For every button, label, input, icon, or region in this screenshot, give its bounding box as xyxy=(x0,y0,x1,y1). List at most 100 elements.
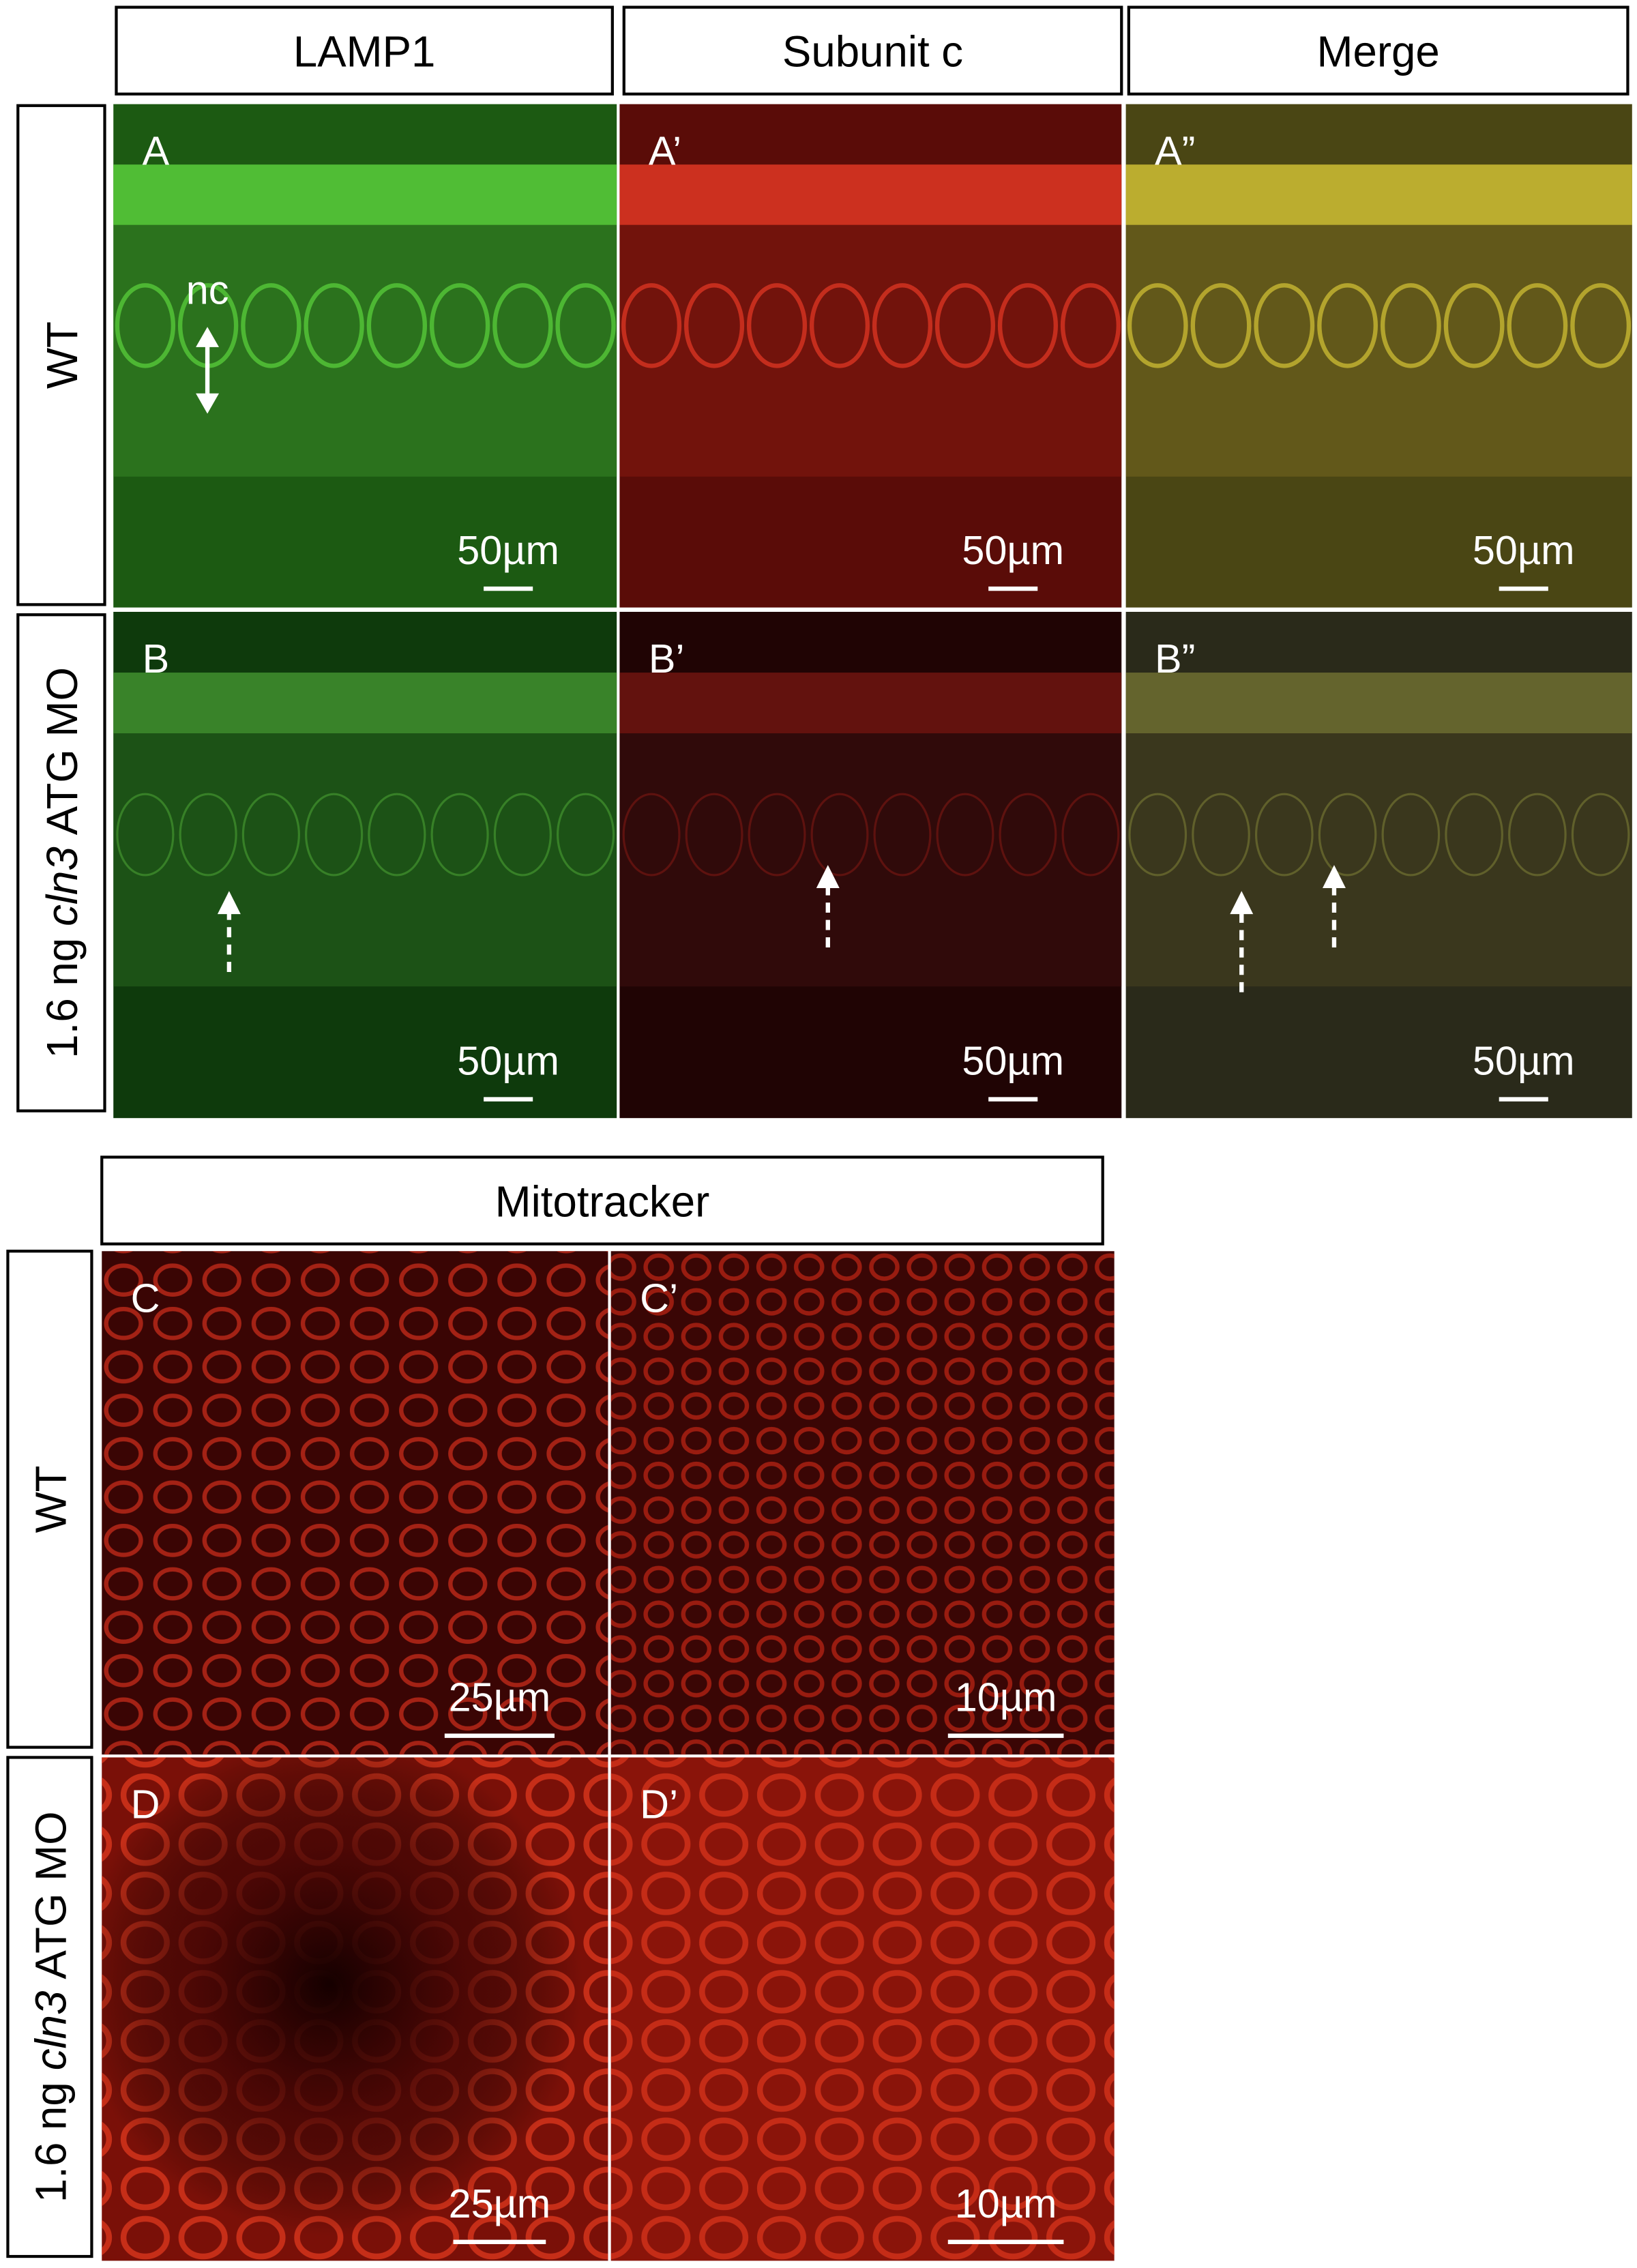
notochord-cell xyxy=(1192,793,1250,877)
notochord-cell xyxy=(873,793,932,877)
panel-label: A’ xyxy=(649,128,681,174)
tissue-band xyxy=(1125,673,1632,734)
micrograph xyxy=(610,1757,1115,2261)
row-label-part: 1.6 ng xyxy=(38,938,87,1059)
tissue-band xyxy=(619,673,1122,734)
notochord-cell xyxy=(179,793,237,877)
micrograph xyxy=(1125,611,1632,1119)
row-label: WT xyxy=(38,321,87,389)
scale-bar-label: 25µm xyxy=(449,2181,551,2226)
row-label-part: WT xyxy=(38,321,87,389)
notochord-cell xyxy=(748,793,806,877)
header-box xyxy=(100,1155,1104,1246)
column-header: Merge xyxy=(1316,28,1439,76)
notochord-cell xyxy=(241,283,301,368)
scale-bar-label: 25µm xyxy=(449,1675,551,1720)
tissue-band xyxy=(113,164,617,225)
notochord-cell xyxy=(999,793,1057,877)
notochord-cell xyxy=(116,793,175,877)
notochord-cell xyxy=(683,283,745,368)
notochord-cell xyxy=(622,793,681,877)
notochord-cell xyxy=(1128,793,1188,877)
scale-bar-label: 10µm xyxy=(955,2181,1057,2226)
panel-label: C xyxy=(131,1275,160,1321)
scale-bar-label: 50µm xyxy=(962,1038,1064,1084)
notochord-cell xyxy=(557,793,615,877)
notochord-cell xyxy=(493,793,552,877)
scale-bar-label: 10µm xyxy=(955,1675,1057,1720)
micrograph xyxy=(610,1251,1115,1755)
row-label-part: cln3 xyxy=(27,1991,75,2071)
header-box xyxy=(115,5,614,95)
notochord-cell xyxy=(746,283,808,368)
panel-label: D xyxy=(131,1782,160,1827)
micrograph xyxy=(619,611,1122,1119)
notochord-cell xyxy=(304,283,364,368)
row-label-box xyxy=(6,1250,93,1749)
row-label: 1.6 ng cln3 ATG MO xyxy=(38,667,87,1059)
notochord-cell xyxy=(1254,283,1315,368)
notochord-cell xyxy=(429,283,490,368)
tissue-band xyxy=(113,673,617,734)
tissue-mid xyxy=(619,224,1122,477)
column-header: Subunit c xyxy=(782,28,963,76)
panel-label: A xyxy=(143,128,170,174)
notochord-cell xyxy=(1061,793,1120,877)
notochord-cell xyxy=(241,793,300,877)
notochord-cell xyxy=(810,793,869,877)
scale-bar-label: 50µm xyxy=(457,1038,559,1084)
micrograph xyxy=(113,104,617,608)
header-box xyxy=(622,5,1123,95)
notochord-cell xyxy=(809,283,870,368)
micrograph xyxy=(619,104,1122,608)
notochord-cell xyxy=(1571,793,1630,877)
notochord-cell xyxy=(1060,283,1121,368)
notochord-cell xyxy=(555,283,616,368)
panel-label: A” xyxy=(1155,128,1195,174)
scale-bar-label: 50µm xyxy=(1473,527,1575,573)
notochord-cell xyxy=(997,283,1059,368)
tissue-mid xyxy=(619,733,1122,987)
notochord-cell xyxy=(366,283,428,368)
notochord-cell xyxy=(872,283,933,368)
scale-bar-label: 50µm xyxy=(962,527,1064,573)
notochord-cell xyxy=(685,793,743,877)
cell-mesh xyxy=(610,1251,1115,1755)
row-label-part: ATG MO xyxy=(38,667,87,835)
annotation: nc xyxy=(186,267,229,312)
dark-center xyxy=(102,1757,608,2261)
notochord-cell xyxy=(1254,793,1314,877)
notochord-cell xyxy=(934,283,996,368)
notochord-cell xyxy=(1507,283,1568,368)
notochord-cell xyxy=(1127,283,1188,368)
notochord-cell xyxy=(430,793,489,877)
tissue-band xyxy=(619,164,1122,225)
tissue-mid xyxy=(1125,733,1632,987)
notochord-cell xyxy=(1318,793,1377,877)
row-label-part: ATG MO xyxy=(27,1811,75,1979)
notochord-cell xyxy=(1381,793,1441,877)
panel-label: B’ xyxy=(649,636,685,681)
tissue-band xyxy=(1125,164,1632,225)
notochord-cell xyxy=(1445,793,1503,877)
arrow-head xyxy=(196,393,220,414)
arrow-head xyxy=(816,865,840,889)
micrograph xyxy=(102,1251,608,1755)
tissue-mid xyxy=(113,224,617,477)
tissue-mid xyxy=(1125,224,1632,477)
panel-label: B” xyxy=(1155,636,1195,681)
scale-bar-label: 50µm xyxy=(457,527,559,573)
notochord-cell xyxy=(492,283,553,368)
notochord-cell xyxy=(621,283,682,368)
notochord-cell xyxy=(1443,283,1505,368)
arrow-head xyxy=(1323,865,1346,889)
notochord-cell xyxy=(115,283,176,368)
cell-mesh xyxy=(610,1757,1115,2261)
column-header: Mitotracker xyxy=(495,1177,710,1226)
arrow-head xyxy=(196,327,220,347)
notochord-cell xyxy=(368,793,426,877)
notochord-cell xyxy=(1570,283,1632,368)
row-label: WT xyxy=(27,1465,75,1533)
